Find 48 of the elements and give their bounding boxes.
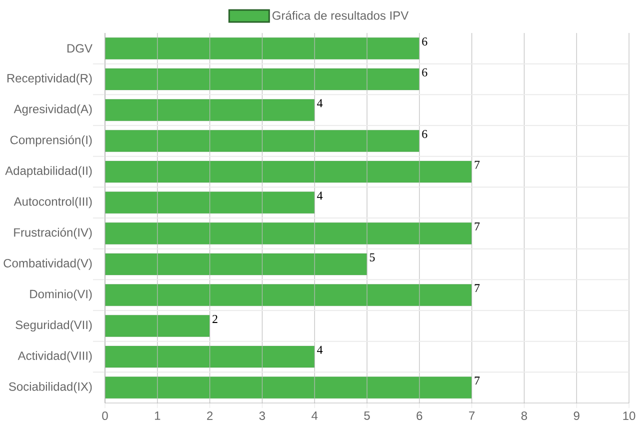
data-label: 2	[212, 315, 218, 323]
x-tick-label: 3	[259, 412, 266, 420]
legend-label: Gráfica de resultados IPV	[272, 10, 409, 20]
bar	[105, 130, 420, 152]
bar	[105, 346, 315, 368]
x-tick-label: 5	[364, 412, 370, 420]
bar	[105, 38, 420, 60]
x-tick-label: 8	[521, 412, 528, 420]
x-tick-label: 10	[623, 412, 636, 420]
y-tick-label: Comprensión(I)	[10, 135, 92, 147]
y-tick-label: Agresividad(A)	[14, 104, 92, 116]
y-tick-label: Autocontrol(III)	[14, 196, 92, 208]
y-tick-label: Seguridad(VII)	[16, 320, 92, 332]
y-tick-label: Dominio(VI)	[30, 289, 92, 301]
data-label: 4	[317, 192, 323, 200]
y-tick-label: Sociabilidad(IX)	[8, 382, 92, 394]
data-label: 4	[317, 346, 323, 354]
data-label: 7	[474, 160, 480, 169]
bar	[105, 315, 210, 337]
x-tick-label: 1	[154, 412, 160, 420]
data-label: 7	[474, 222, 480, 230]
y-tick-label: Frustración(IV)	[14, 228, 92, 240]
y-tick-label: Combatividad(V)	[4, 258, 92, 270]
bar	[105, 192, 315, 214]
bar	[105, 376, 472, 398]
data-label: 4	[317, 99, 323, 108]
bar	[105, 99, 315, 121]
x-tick-label: 2	[207, 412, 213, 420]
y-tick-label: Adaptabilidad(II)	[5, 166, 92, 178]
data-label: 5	[370, 253, 375, 262]
x-tick-label: 6	[416, 412, 422, 420]
y-tick-label: Actividad(VIII)	[18, 351, 92, 362]
x-tick-label: 7	[469, 412, 475, 420]
bar	[105, 253, 368, 276]
x-tick-label: 0	[102, 412, 108, 420]
data-label: 6	[422, 38, 428, 46]
data-label: 7	[474, 376, 480, 385]
bar	[105, 222, 472, 244]
data-label: 6	[422, 130, 428, 138]
bar	[105, 284, 472, 306]
x-tick-label: 9	[574, 412, 580, 420]
x-tick-label: 4	[312, 412, 318, 420]
y-tick-label: DGV	[67, 44, 92, 53]
data-label: 7	[474, 284, 480, 292]
bar	[105, 68, 420, 90]
y-tick-label: Receptividad(R)	[7, 74, 92, 85]
bar	[105, 160, 472, 183]
data-label: 6	[422, 68, 428, 76]
